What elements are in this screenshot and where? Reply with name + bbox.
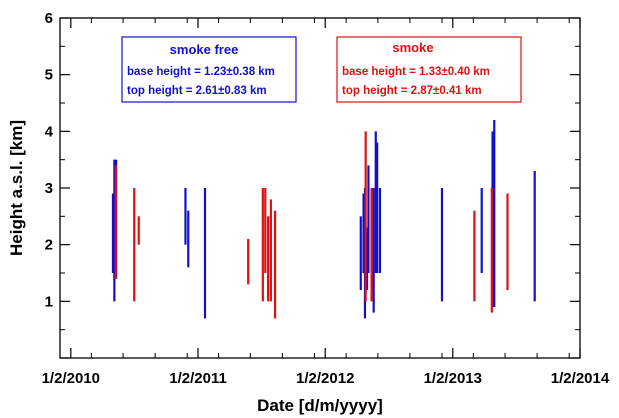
x-tick-labels: 1/2/2010 1/2/2011 1/2/2012 1/2/2013 1/2/2014 (42, 370, 610, 387)
legend-line-base-smoke-free: base height = 1.23±0.38 km (127, 66, 275, 78)
y-tick-label: 6 (45, 10, 53, 27)
legend-frame-smoke-free (121, 36, 297, 103)
x-axis-title: Date [d/m/yyyy] (257, 396, 383, 415)
x-tick-label: 1/2/2010 (42, 370, 100, 387)
y-tick-label: 4 (45, 123, 54, 140)
legend-line-top-smoke: top height = 2.87±0.41 km (342, 85, 482, 97)
x-tick-label: 1/2/2014 (551, 370, 610, 387)
legend-title-smoke-free: smoke free (170, 42, 239, 57)
y-axis-title: Height a.s.l. [km] (7, 120, 26, 256)
legend-line-base-smoke: base height = 1.33±0.40 km (342, 66, 490, 78)
y-tick-label: 3 (45, 180, 53, 197)
axis-ticks (59, 17, 581, 359)
legend-box-smoke-free: smoke free base height = 1.23±0.38 km to… (121, 36, 297, 103)
x-tick-label: 1/2/2011 (169, 370, 227, 387)
x-tick-label: 1/2/2012 (296, 370, 354, 387)
y-tick-label: 5 (45, 67, 53, 84)
y-tick-label: 1 (45, 293, 53, 310)
legend-title-smoke: smoke (392, 40, 433, 55)
legend-frame-smoke (336, 36, 522, 103)
legend-box-smoke: smoke base height = 1.33±0.40 km top hei… (336, 36, 522, 103)
x-tick-label: 1/2/2013 (424, 370, 482, 387)
legend-line-top-smoke-free: top height = 2.61±0.83 km (127, 85, 267, 97)
data-bars (111, 120, 536, 319)
y-tick-label: 2 (45, 237, 53, 254)
y-tick-labels: 1 2 3 4 5 6 (45, 10, 54, 310)
